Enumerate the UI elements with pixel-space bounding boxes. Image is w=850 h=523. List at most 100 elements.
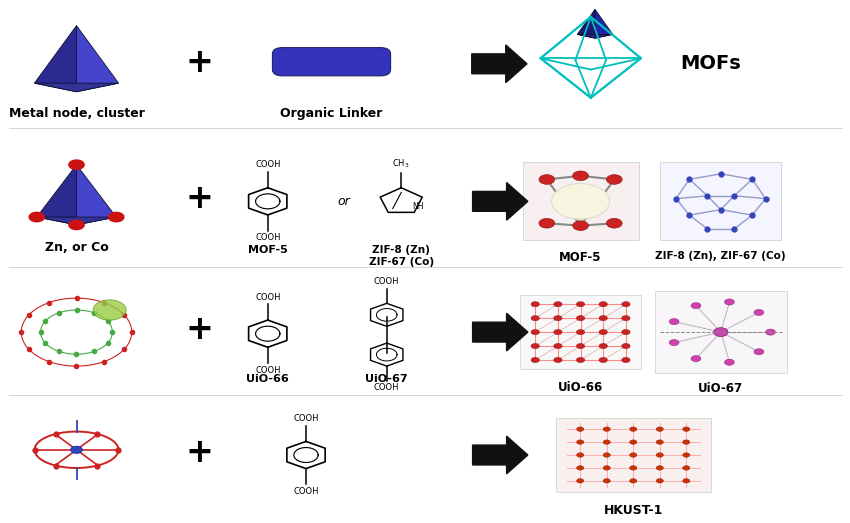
FancyBboxPatch shape (654, 291, 787, 373)
Circle shape (714, 328, 728, 336)
Circle shape (531, 344, 540, 349)
Text: ZIF-8 (Zn)
ZIF-67 (Co): ZIF-8 (Zn) ZIF-67 (Co) (369, 245, 434, 267)
Circle shape (553, 357, 562, 362)
Circle shape (573, 221, 588, 231)
Circle shape (576, 427, 584, 431)
Circle shape (621, 302, 630, 307)
Text: COOH: COOH (255, 366, 280, 374)
Polygon shape (37, 165, 76, 225)
Circle shape (691, 302, 701, 309)
Circle shape (683, 440, 690, 445)
Polygon shape (34, 83, 119, 92)
Circle shape (724, 359, 734, 365)
Text: UiO-66: UiO-66 (558, 381, 604, 394)
FancyArrow shape (473, 313, 528, 351)
Text: +: + (186, 313, 213, 346)
Circle shape (621, 357, 630, 362)
Text: MOF-5: MOF-5 (559, 251, 602, 264)
Circle shape (606, 219, 622, 228)
Text: COOH: COOH (293, 487, 319, 496)
FancyBboxPatch shape (272, 48, 390, 76)
Circle shape (669, 339, 679, 346)
Text: COOH: COOH (374, 383, 400, 392)
Circle shape (656, 453, 663, 457)
Text: COOH: COOH (255, 233, 280, 242)
Circle shape (576, 315, 585, 321)
Text: MOFs: MOFs (680, 54, 740, 73)
Text: UiO-67: UiO-67 (698, 382, 744, 395)
FancyArrow shape (473, 183, 528, 220)
Circle shape (683, 427, 690, 431)
Text: Zn, or Co: Zn, or Co (44, 241, 109, 254)
Circle shape (573, 171, 588, 180)
Polygon shape (37, 217, 116, 225)
Circle shape (630, 479, 637, 483)
Text: NH: NH (412, 202, 424, 211)
Circle shape (553, 315, 562, 321)
Circle shape (576, 479, 584, 483)
Polygon shape (577, 9, 595, 38)
Circle shape (766, 329, 775, 335)
Text: COOH: COOH (255, 293, 280, 302)
Text: MOF-5: MOF-5 (248, 245, 287, 255)
FancyBboxPatch shape (556, 417, 711, 493)
Circle shape (599, 344, 608, 349)
Circle shape (576, 329, 585, 335)
Circle shape (630, 453, 637, 457)
Text: +: + (186, 182, 213, 215)
Circle shape (539, 219, 555, 228)
Circle shape (621, 344, 630, 349)
Circle shape (604, 453, 610, 457)
Circle shape (576, 302, 585, 307)
Circle shape (599, 315, 608, 321)
Text: or: or (337, 195, 350, 208)
Circle shape (576, 465, 584, 470)
Circle shape (604, 465, 610, 470)
FancyArrow shape (473, 436, 528, 474)
Text: HKUST-1: HKUST-1 (604, 504, 663, 517)
Circle shape (599, 357, 608, 362)
Circle shape (531, 357, 540, 362)
Circle shape (604, 427, 610, 431)
Circle shape (94, 300, 126, 320)
Circle shape (531, 302, 540, 307)
Circle shape (683, 453, 690, 457)
Text: Organic Linker: Organic Linker (280, 107, 382, 120)
FancyArrow shape (472, 45, 527, 83)
Circle shape (691, 356, 701, 362)
Circle shape (553, 344, 562, 349)
Polygon shape (76, 165, 116, 225)
Text: UiO-67: UiO-67 (366, 374, 408, 384)
Circle shape (754, 310, 764, 315)
Text: Metal node, cluster: Metal node, cluster (8, 107, 144, 120)
Polygon shape (76, 26, 119, 92)
Circle shape (599, 329, 608, 335)
Circle shape (683, 479, 690, 483)
Circle shape (630, 440, 637, 445)
Circle shape (604, 440, 610, 445)
Circle shape (606, 175, 622, 184)
Text: ZIF-8 (Zn), ZIF-67 (Co): ZIF-8 (Zn), ZIF-67 (Co) (655, 251, 786, 261)
Circle shape (621, 329, 630, 335)
Circle shape (630, 427, 637, 431)
Circle shape (29, 212, 44, 222)
Text: COOH: COOH (255, 161, 280, 169)
Circle shape (576, 357, 585, 362)
Circle shape (109, 212, 124, 222)
Circle shape (531, 315, 540, 321)
Circle shape (604, 479, 610, 483)
Circle shape (656, 440, 663, 445)
Text: COOH: COOH (374, 277, 400, 286)
Circle shape (69, 160, 84, 169)
Circle shape (621, 315, 630, 321)
Circle shape (553, 329, 562, 335)
Text: +: + (186, 46, 213, 79)
Circle shape (656, 427, 663, 431)
Text: COOH: COOH (293, 414, 319, 423)
Circle shape (724, 299, 734, 305)
Text: UiO-66: UiO-66 (246, 374, 289, 384)
Circle shape (656, 465, 663, 470)
Polygon shape (595, 9, 613, 38)
Circle shape (656, 479, 663, 483)
Circle shape (630, 465, 637, 470)
